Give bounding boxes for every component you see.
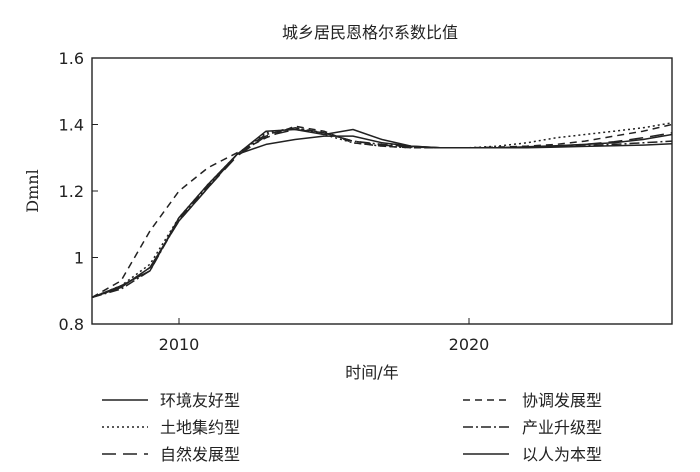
chart-title: 城乡居民恩格尔系数比值 — [282, 23, 458, 42]
legend-label: 以人为本型 — [522, 445, 602, 464]
legend-label: 产业升级型 — [522, 418, 602, 437]
series-lines — [91, 122, 673, 299]
legend-label: 土地集约型 — [160, 418, 240, 437]
y-axis-ticks: 0.8 1 1.2 1.4 1.6 — [59, 49, 98, 334]
y-tick-label: 1 — [74, 249, 84, 268]
legend-label: 协调发展型 — [522, 391, 602, 410]
y-tick-label: 1.6 — [59, 49, 84, 68]
series-line-2 — [91, 123, 673, 299]
y-tick-label: 1.4 — [59, 116, 84, 135]
series-line-3 — [91, 122, 673, 299]
series-line-1 — [91, 133, 673, 299]
series-line-5 — [91, 128, 673, 299]
y-tick-label: 1.2 — [59, 182, 84, 201]
x-tick-label: 2010 — [159, 335, 200, 354]
x-tick-label: 2020 — [449, 335, 490, 354]
legend-label: 环境友好型 — [160, 391, 240, 410]
plot-area-frame — [91, 57, 673, 325]
x-axis-ticks: 2010 2020 — [159, 318, 490, 354]
x-axis-label: 时间/年 — [345, 363, 398, 382]
series-line-4 — [91, 127, 673, 299]
y-axis-label: Dmnl — [23, 169, 42, 212]
series-line-6 — [91, 128, 673, 299]
legend-label: 自然发展型 — [160, 445, 240, 464]
y-tick-label: 0.8 — [59, 315, 84, 334]
